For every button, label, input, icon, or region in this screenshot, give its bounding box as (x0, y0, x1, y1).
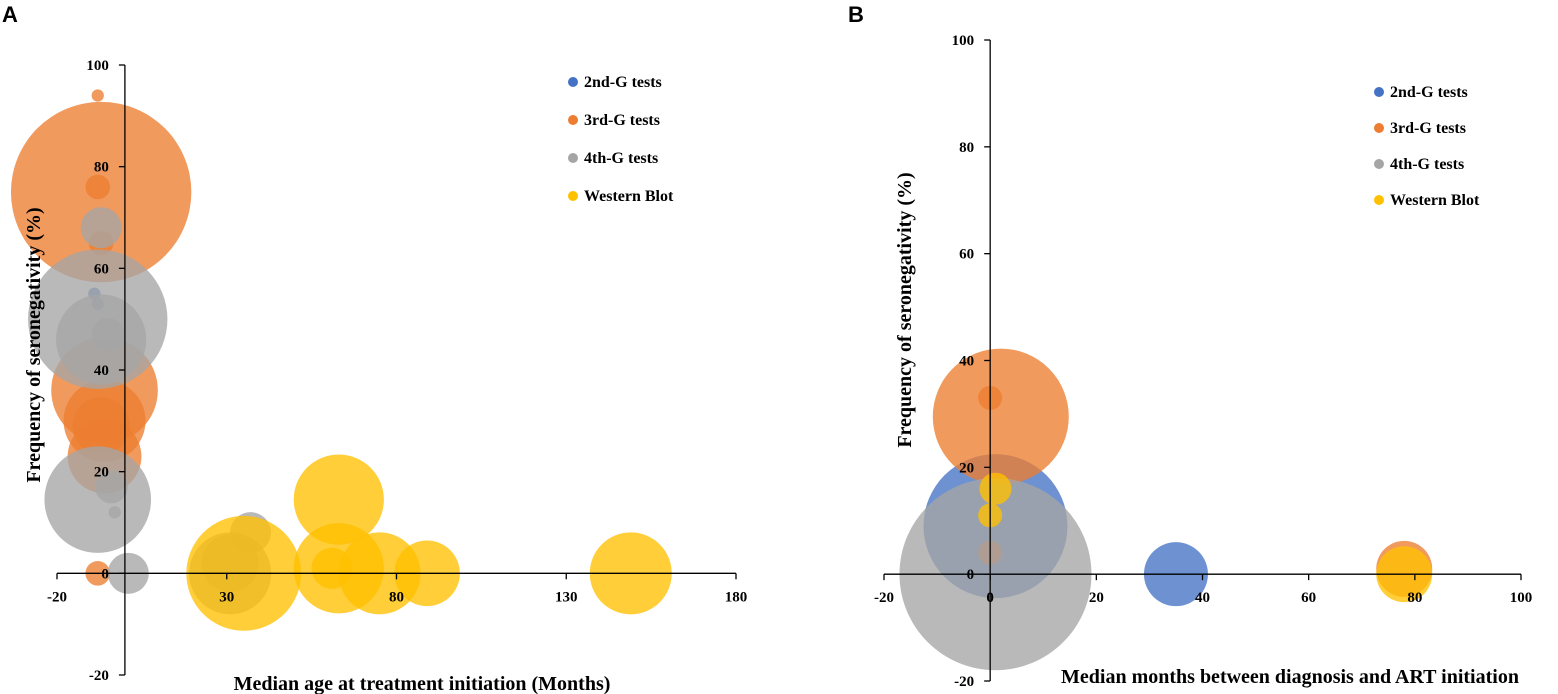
y-tick-label: 40 (959, 354, 974, 370)
y-tick-label: 0 (967, 567, 975, 583)
bubbles (10, 89, 672, 631)
y-tick-label: 40 (94, 363, 109, 379)
y-tick-label: 0 (101, 566, 109, 582)
y-tick-label: -20 (89, 668, 109, 684)
x-tick-label: 130 (555, 589, 578, 605)
x-tick-label: 40 (1195, 590, 1210, 606)
y-axis-title: Frequency of seronegativity (%) (23, 207, 45, 482)
panel-b-chart: -20 0 20 40 60 80 100 -20 0 20 40 60 80 100 Median mon… (874, 33, 1532, 690)
y-tick-label: 80 (94, 160, 109, 176)
x-tick-label: 30 (219, 589, 234, 605)
bubble-3rd-g-tests (932, 348, 1069, 485)
x-axis-title: Median age at treatment initiation (Mont… (234, 673, 611, 694)
legend-marker-3rd-g-tests (1374, 123, 1384, 133)
y-tick-label: 60 (959, 247, 974, 263)
panel-letter-a: A (2, 2, 18, 27)
legend-label-3rd-g-tests: 3rd-G tests (584, 112, 660, 129)
x-tick-label: 20 (1089, 590, 1104, 606)
panel-a-chart: -20 30 80 130 180 -20 0 20 40 60 80 100 Median age a… (10, 58, 748, 694)
bubble-western-blot (979, 472, 1012, 505)
panel-letter-b: B (848, 2, 864, 27)
x-tick-label: 80 (389, 589, 404, 605)
x-tick-label: -20 (47, 589, 67, 605)
bubbles (899, 348, 1433, 671)
bubble-western-blot (293, 454, 384, 545)
x-tick-label: -20 (874, 590, 894, 606)
legend-marker-4th-g-tests (1374, 159, 1384, 169)
legend: 2nd-G tests 3rd-G tests 4th-G tests Western… (1374, 84, 1480, 209)
y-tick-label: 100 (952, 33, 975, 49)
x-axis-title: Median months between diagnosis and ART … (1061, 666, 1519, 688)
y-tick-label: 80 (959, 140, 974, 156)
y-tick-label: 60 (94, 261, 109, 277)
legend-marker-3rd-g-tests (568, 115, 578, 125)
legend-label-3rd-g-tests: 3rd-G tests (1390, 120, 1466, 137)
y-axis-title: Frequency of seronegativity (%) (894, 172, 916, 447)
y-tick-label: -20 (954, 674, 974, 690)
legend-marker-western-blot (1374, 195, 1384, 205)
x-tick-label: 100 (1510, 590, 1533, 606)
y-tick-label: 20 (959, 460, 974, 476)
bubble-4th-g-tests (80, 207, 122, 249)
legend-marker-4th-g-tests (568, 153, 578, 163)
bubble-4th-g-tests (44, 446, 152, 553)
x-tick-label: 0 (986, 590, 994, 606)
legend-label-2nd-g-tests: 2nd-G tests (1390, 84, 1468, 101)
x-tick-label: 180 (725, 589, 748, 605)
bubble-3rd-g-tests (85, 174, 111, 200)
legend-label-4th-g-tests: 4th-G tests (584, 150, 658, 167)
legend-label-western-blot: Western Blot (584, 188, 674, 205)
legend-marker-2nd-g-tests (1374, 87, 1384, 97)
legend-label-2nd-g-tests: 2nd-G tests (584, 74, 662, 91)
y-tick-label: 100 (86, 58, 109, 74)
legend: 2nd-G tests 3rd-G tests 4th-G tests Western… (568, 74, 674, 205)
legend-marker-western-blot (568, 191, 578, 201)
bubble-3rd-g-tests (91, 89, 104, 102)
y-tick-label: 20 (94, 465, 109, 481)
x-tick-label: 80 (1407, 590, 1422, 606)
legend-label-western-blot: Western Blot (1390, 192, 1480, 209)
legend-marker-2nd-g-tests (568, 77, 578, 87)
x-tick-label: 60 (1301, 590, 1316, 606)
bubble-4th-g-tests (91, 318, 125, 351)
legend-label-4th-g-tests: 4th-G tests (1390, 156, 1464, 173)
